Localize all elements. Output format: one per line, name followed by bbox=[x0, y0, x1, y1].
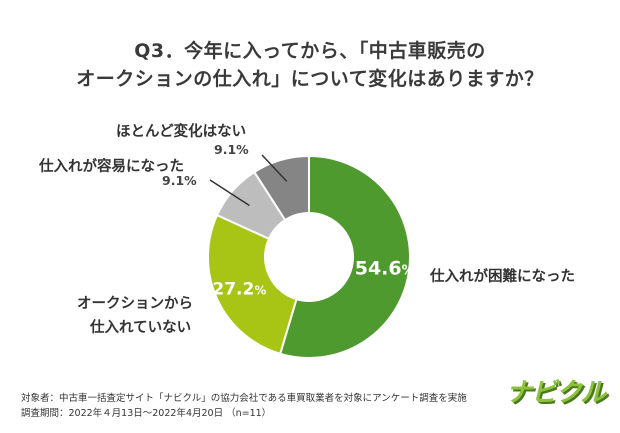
footnote-target: 対象者：中古車一括査定サイト「ナビクル」の協力会社である車買取業者を対象にアンケ… bbox=[21, 393, 467, 404]
footnote-period: 調査期間：2022年４月13日〜2022年4月20日 （n=11） bbox=[21, 408, 272, 419]
value-no-change: 9.1% bbox=[214, 142, 249, 157]
label-not-buying-line1: オークションから bbox=[77, 296, 193, 312]
label-no-change: ほとんど変化はない bbox=[116, 124, 247, 140]
leader-line-easier bbox=[209, 179, 250, 207]
leader-line-no-change bbox=[261, 154, 288, 182]
label-easier: 仕入れが容易になった bbox=[39, 159, 184, 175]
value-difficult: 54.6% bbox=[355, 258, 415, 280]
chart-title-line1: Q3．今年に入ってから、「中古車販売の bbox=[134, 40, 486, 62]
label-not-buying-line2: 仕入れていない bbox=[90, 320, 192, 336]
value-not-buying: 27.2% bbox=[212, 280, 266, 300]
value-easier: 9.1% bbox=[162, 173, 197, 188]
chart-title-line2: オークションの仕入れ」について変化はありますか？ bbox=[76, 68, 544, 90]
navikuru-logo: ナビクル bbox=[506, 378, 606, 408]
slice-1 bbox=[207, 213, 298, 356]
label-difficult: 仕入れが困難になった bbox=[430, 269, 575, 285]
slice-0 bbox=[278, 154, 411, 359]
slice-3 bbox=[252, 154, 310, 222]
